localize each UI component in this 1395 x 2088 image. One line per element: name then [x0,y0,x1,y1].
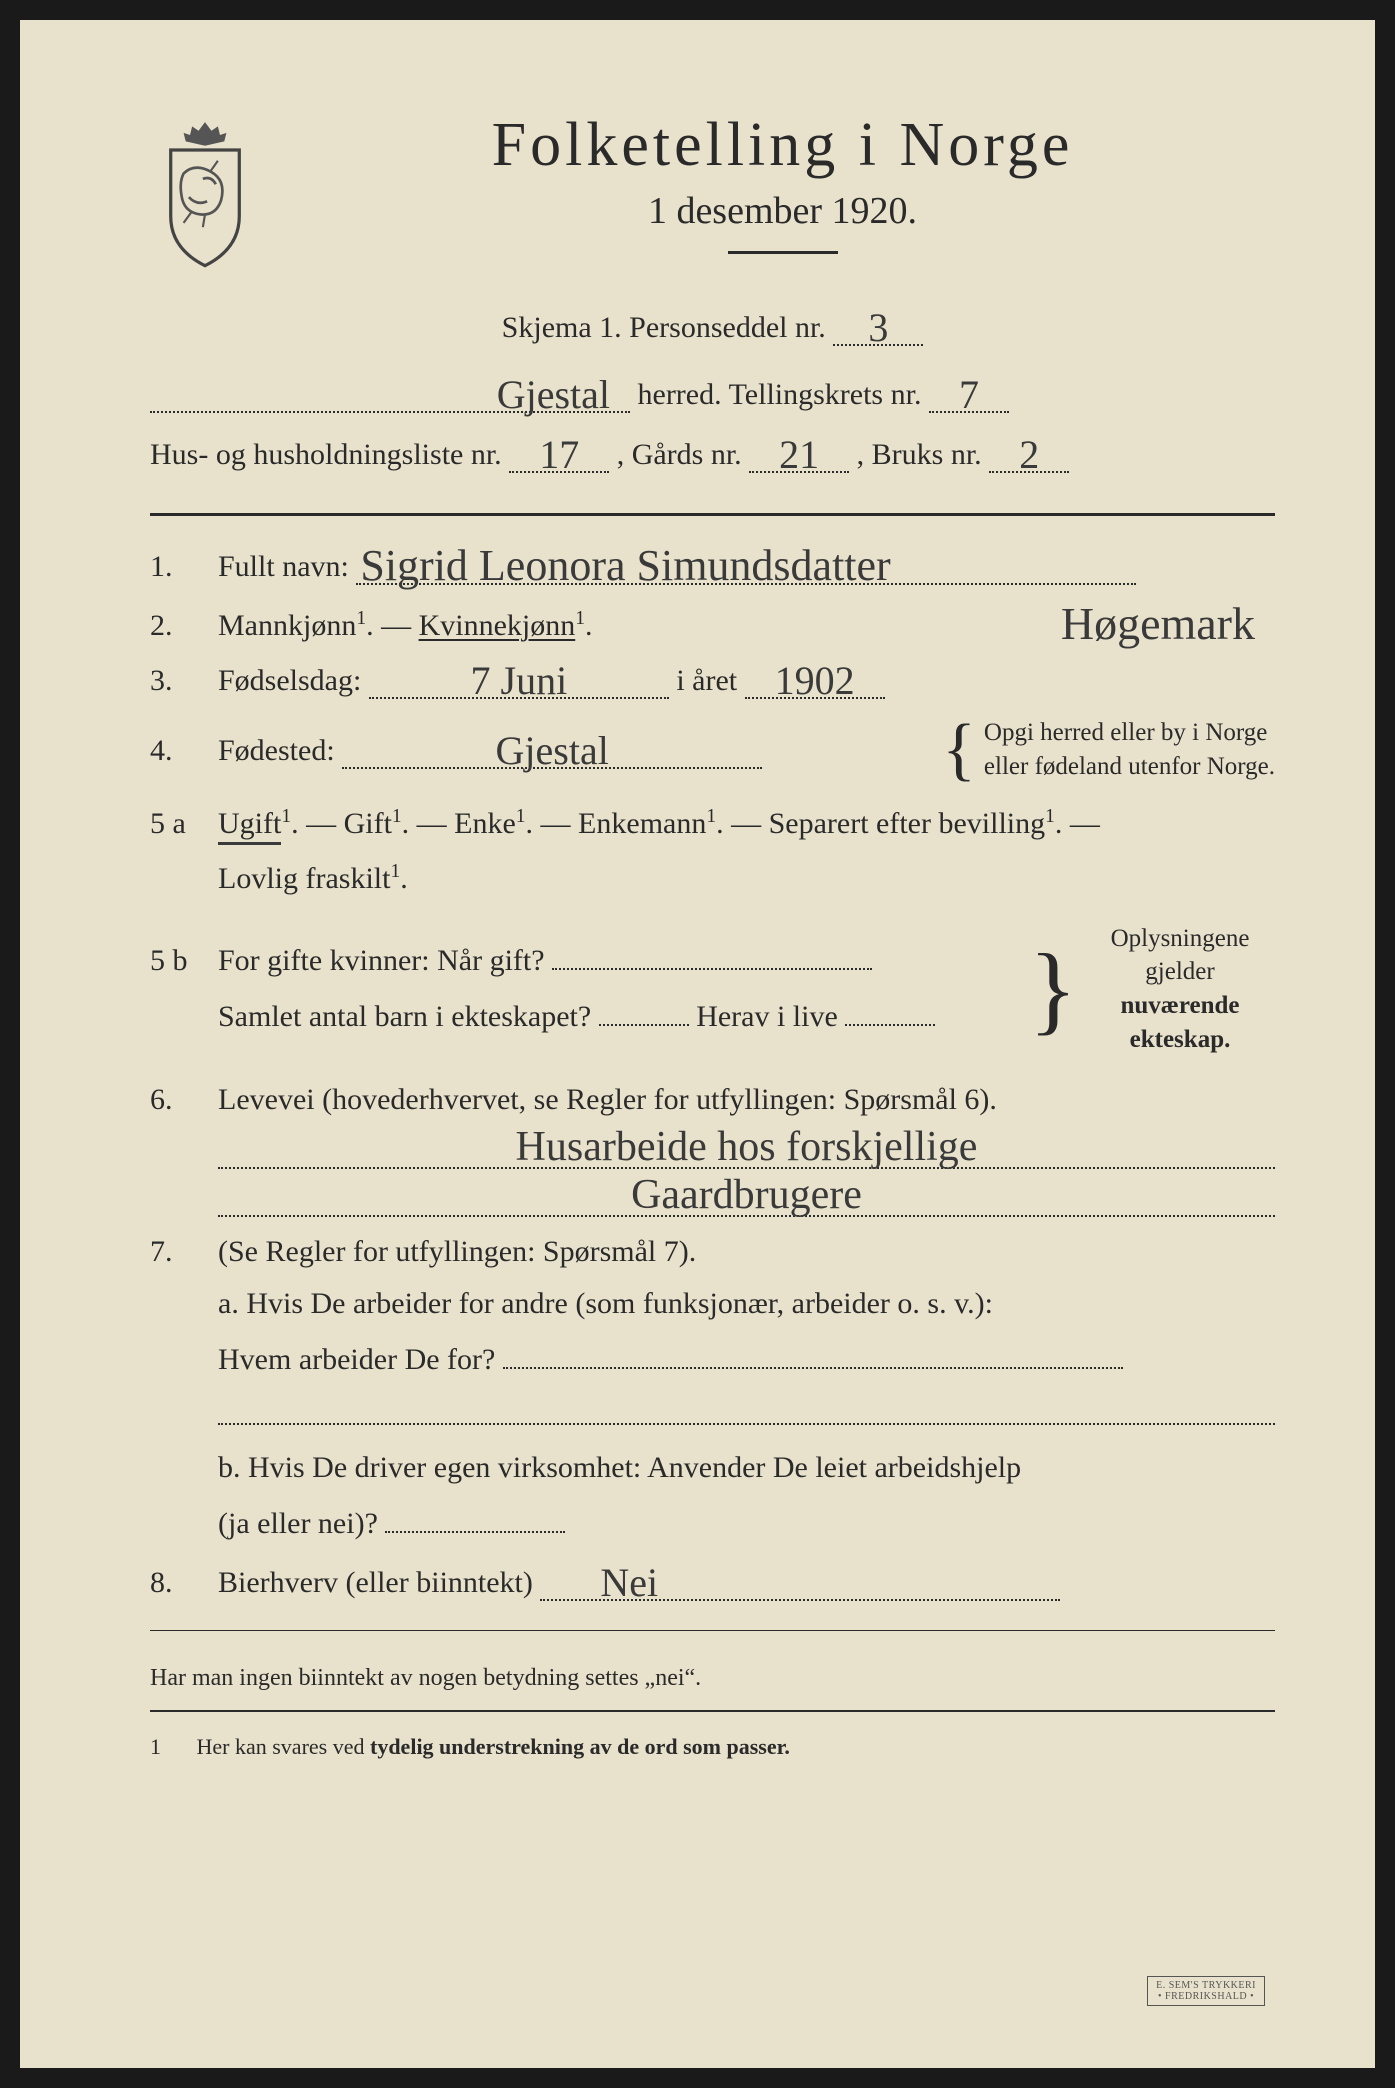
q3: 3. Fødselsdag: 7 Juni i året 1902 [150,661,1275,698]
q5b: 5 b For gifte kvinner: Når gift? Samlet … [150,922,1275,1057]
q2-opt2: Kvinnekjønn [419,609,576,642]
q5a-opt-fraskilt: Lovlig fraskilt [218,862,390,895]
personseddel-nr: 3 [833,312,923,346]
q5b-note3: ekteskap. [1130,1026,1231,1053]
q5a-num: 5 a [150,807,200,841]
fodested: Gjestal [342,735,762,769]
hus-nr: 17 [509,439,609,473]
q3-num: 3. [150,664,200,698]
q5a-opt-gift: Gift [344,807,392,840]
q1-label: Fullt navn: [218,550,349,583]
brace-icon-2: } [1029,959,1077,1019]
q5b-l2b: Herav i live [696,1000,838,1033]
q8-num: 8. [150,1566,200,1600]
arbeider-for [503,1367,1123,1369]
q5b-l1: For gifte kvinner: Når gift? [218,944,545,977]
q7-num: 7. [150,1235,200,1269]
q1: 1. Fullt navn: Sigrid Leonora Simundsdat… [150,544,1275,584]
footnote-text: Her kan svares ved tydelig understreknin… [197,1734,790,1759]
q5a-opt-enkemann: Enkemann [578,807,706,840]
levevei-2: Gaardbrugere [218,1173,1275,1217]
q7a-label: a. Hvis De arbeider for andre (som funks… [218,1287,993,1320]
herred-label: herred. Tellingskrets nr. [638,378,922,411]
q4-note2: eller fødeland utenfor Norge. [984,750,1275,784]
bruks-nr: 2 [989,439,1069,473]
q5b-l2: Samlet antal barn i ekteskapet? [218,1000,591,1033]
footer-note: Har man ingen biinntekt av nogen betydni… [150,1665,1275,1692]
q4-label: Fødested: [218,734,335,767]
q7a: a. Hvis De arbeider for andre (som funks… [218,1287,1275,1425]
printer-stamp: E. SEM'S TRYKKERI• FREDRIKSHALD • [1147,1976,1265,2006]
q6: 6. Levevei (hovederhvervet, se Regler fo… [150,1083,1275,1213]
arbeider-for-2 [218,1381,1275,1425]
q5a-opt-enke: Enke [454,807,516,840]
surname: Høgemark [1061,606,1255,643]
q5a-opt-separert: Separert efter bevilling [769,807,1046,840]
bruks-label: , Bruks nr. [857,438,982,471]
q7b: b. Hvis De driver egen virksomhet: Anven… [218,1451,1275,1541]
q1-num: 1. [150,550,200,584]
husliste-prefix: Hus- og husholdningsliste nr. [150,438,502,471]
q7b-q: (ja eller nei)? [218,1507,378,1540]
leiet-hjelp [385,1531,565,1533]
fullt-navn: Sigrid Leonora Simundsdatter [356,548,1136,585]
q4-note: Opgi herred eller by i Norge eller fødel… [984,716,1275,784]
husliste-line: Hus- og husholdningsliste nr. 17 , Gårds… [150,431,1275,479]
q5b-note: Oplysningene gjelder nuværende ekteskap. [1085,922,1275,1057]
thin-rule-2 [150,1710,1275,1712]
q7a-q: Hvem arbeider De for? [218,1343,495,1376]
subtitle: 1 desember 1920. [290,189,1275,233]
gards-label: , Gårds nr. [617,438,742,471]
main-title: Folketelling i Norge [290,110,1275,181]
fodselsdag: 7 Juni [369,665,669,699]
herred-value: Gjestal [150,379,630,413]
q3-mid: i året [676,664,737,697]
q6-num: 6. [150,1083,200,1117]
thin-rule [150,1630,1275,1632]
q8-label: Bierhverv (eller biinntekt) [218,1566,533,1599]
q2-num: 2. [150,609,200,643]
q7b-label: b. Hvis De driver egen virksomhet: Anven… [218,1451,1021,1484]
brace-icon: { [942,729,976,771]
q2-options: Mannkjønn1. — Kvinnekjønn1. [218,608,592,643]
footnote-num: 1 [150,1734,161,1759]
tellingskrets-nr: 7 [929,379,1009,413]
coat-of-arms-icon [150,120,260,270]
q4-note1: Opgi herred eller by i Norge [984,716,1275,750]
skjema-label: Skjema 1. Personseddel nr. [502,311,826,344]
q6-label: Levevei (hovederhvervet, se Regler for u… [218,1083,997,1116]
q4: 4. Fødested: Gjestal { Opgi herred eller… [150,716,1275,784]
q7-label: (Se Regler for utfyllingen: Spørsmål 7). [218,1235,696,1268]
bierhverv: Nei [540,1567,1060,1601]
title-block: Folketelling i Norge 1 desember 1920. [290,110,1275,254]
herred-line: Gjestal herred. Tellingskrets nr. 7 [150,371,1275,419]
header: Folketelling i Norge 1 desember 1920. [150,110,1275,270]
title-rule [728,251,838,254]
fodselsar: 1902 [745,665,885,699]
q5b-note2: gjelder [1145,958,1214,985]
antal-barn [599,1024,689,1026]
q5a: 5 a Ugift1. — Gift1. — Enke1. — Enkemann… [150,806,1275,896]
census-form-page: Folketelling i Norge 1 desember 1920. Sk… [20,20,1375,2068]
q5b-note2b: nuværende [1120,992,1239,1019]
q8: 8. Bierhverv (eller biinntekt) Nei [150,1563,1275,1600]
gards-nr: 21 [749,439,849,473]
q2-opt1: Mannkjønn [218,609,356,642]
q7: 7. (Se Regler for utfyllingen: Spørsmål … [150,1235,1275,1269]
q5a-opt-ugift: Ugift [218,807,281,845]
nar-gift [552,968,872,970]
q5b-num: 5 b [150,944,200,978]
herav-live [845,1024,935,1026]
levevei-1: Husarbeide hos forskjellige [218,1125,1275,1169]
q5b-note1: Oplysningene [1085,922,1275,956]
skjema-line: Skjema 1. Personseddel nr. 3 [150,308,1275,345]
q4-num: 4. [150,734,200,768]
section-rule-1 [150,513,1275,516]
footnote: 1 Her kan svares ved tydelig understrekn… [150,1734,1275,1760]
q2: 2. Mannkjønn1. — Kvinnekjønn1. Høgemark [150,602,1275,643]
q3-label: Fødselsdag: [218,664,361,697]
